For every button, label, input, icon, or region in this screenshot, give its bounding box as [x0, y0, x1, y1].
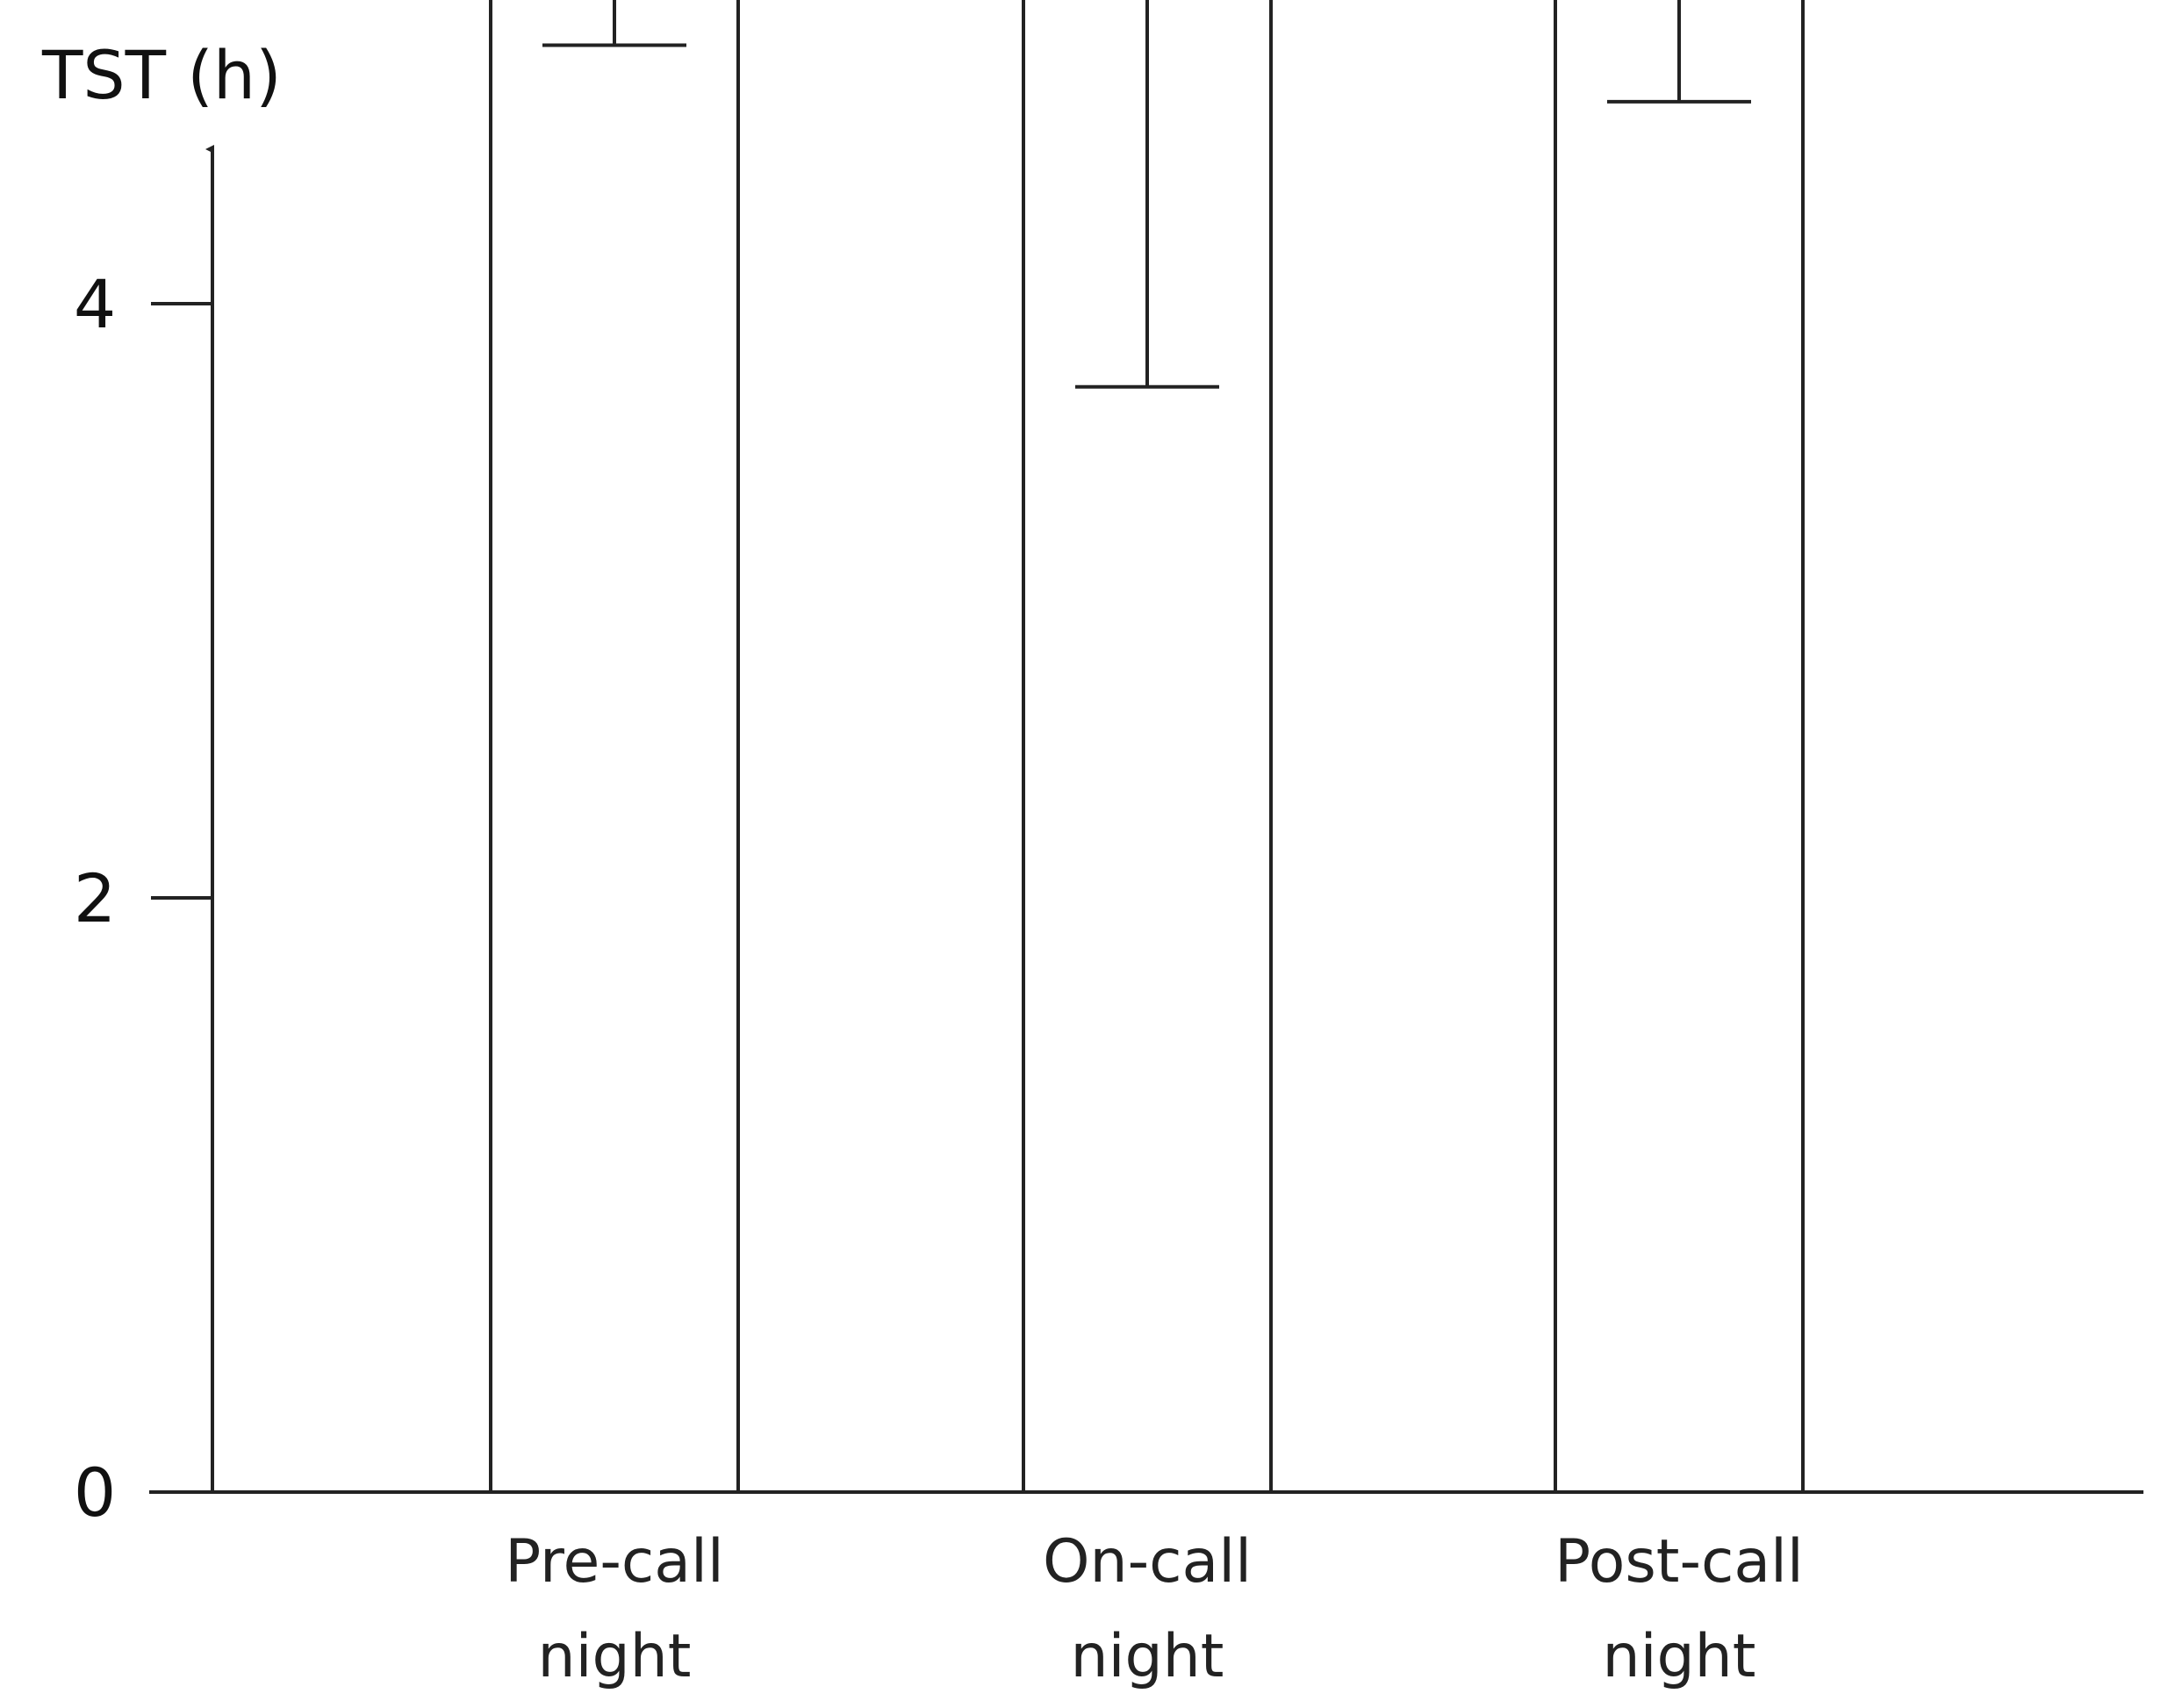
- y-axis-label: TST (h): [41, 36, 282, 114]
- y-tick-label: 4: [74, 265, 116, 343]
- y-tick-label: 2: [74, 859, 116, 937]
- category-labels: Pre-call night On-call night Post-call night: [505, 1527, 1804, 1691]
- bar: [489, 0, 740, 1494]
- bars: [489, 0, 1805, 1495]
- x-tick-label: On-call: [1043, 1527, 1252, 1597]
- x-tick-label: night: [1071, 1622, 1224, 1691]
- bar: [1554, 0, 1805, 1494]
- x-tick-label: night: [1603, 1622, 1756, 1691]
- y-axis: 02468: [74, 145, 214, 1532]
- error-bars: *: [542, 0, 1751, 389]
- x-tick-label: night: [538, 1622, 692, 1691]
- y-tick-label: 0: [74, 1453, 116, 1532]
- x-tick-label: Pre-call: [505, 1527, 724, 1597]
- x-tick-label: Post-call: [1554, 1527, 1804, 1597]
